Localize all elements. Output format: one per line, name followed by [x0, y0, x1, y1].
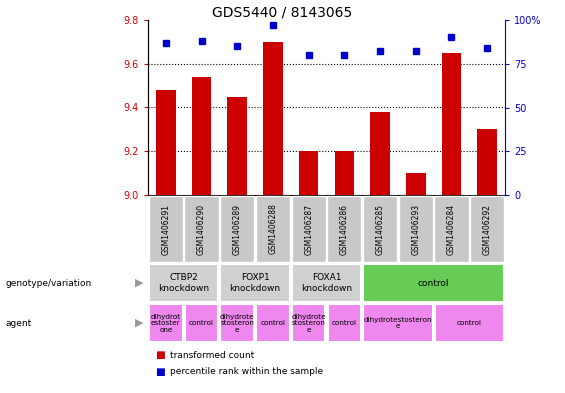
- Text: GSM1406291: GSM1406291: [162, 204, 171, 255]
- Text: FOXP1
knockdown: FOXP1 knockdown: [229, 273, 281, 293]
- Bar: [256, 304, 290, 342]
- Bar: [442, 53, 461, 195]
- Text: GSM1406286: GSM1406286: [340, 204, 349, 255]
- Bar: [299, 151, 319, 195]
- Text: ▶: ▶: [134, 278, 143, 288]
- Bar: [334, 151, 354, 195]
- Text: GSM1406285: GSM1406285: [376, 204, 385, 255]
- Text: ■: ■: [155, 350, 165, 360]
- Bar: [256, 196, 290, 262]
- Text: agent: agent: [5, 318, 31, 327]
- Bar: [292, 196, 326, 262]
- Text: FOXA1
knockdown: FOXA1 knockdown: [301, 273, 352, 293]
- Bar: [192, 77, 211, 195]
- Text: GSM1406287: GSM1406287: [304, 204, 313, 255]
- Bar: [363, 264, 504, 302]
- Text: ■: ■: [155, 367, 165, 377]
- Text: GDS5440 / 8143065: GDS5440 / 8143065: [212, 5, 353, 19]
- Bar: [184, 196, 219, 262]
- Text: transformed count: transformed count: [170, 351, 254, 360]
- Text: dihydrote
stosteron
e: dihydrote stosteron e: [220, 314, 255, 332]
- Bar: [470, 196, 505, 262]
- Bar: [292, 304, 325, 342]
- Bar: [220, 264, 290, 302]
- Bar: [220, 304, 254, 342]
- Bar: [149, 196, 183, 262]
- Text: GSM1406289: GSM1406289: [233, 204, 242, 255]
- Text: CTBP2
knockdown: CTBP2 knockdown: [158, 273, 209, 293]
- Bar: [477, 129, 497, 195]
- Bar: [434, 196, 468, 262]
- Bar: [185, 304, 218, 342]
- Text: dihydrotestosteron
e: dihydrotestosteron e: [364, 317, 432, 329]
- Bar: [370, 112, 390, 195]
- Text: GSM1406290: GSM1406290: [197, 204, 206, 255]
- Bar: [149, 264, 218, 302]
- Text: control: control: [457, 320, 482, 326]
- Bar: [292, 264, 361, 302]
- Bar: [263, 42, 282, 195]
- Bar: [149, 304, 182, 342]
- Text: ▶: ▶: [134, 318, 143, 328]
- Text: dihydrot
estoster
one: dihydrot estoster one: [151, 314, 181, 332]
- Text: control: control: [418, 279, 449, 288]
- Bar: [434, 304, 504, 342]
- Bar: [220, 196, 254, 262]
- Text: control: control: [332, 320, 357, 326]
- Bar: [363, 304, 433, 342]
- Text: control: control: [260, 320, 285, 326]
- Text: control: control: [189, 320, 214, 326]
- Text: GSM1406293: GSM1406293: [411, 204, 420, 255]
- Bar: [156, 90, 176, 195]
- Bar: [363, 196, 397, 262]
- Text: dihydrote
stosteron
e: dihydrote stosteron e: [292, 314, 326, 332]
- Bar: [327, 196, 362, 262]
- Bar: [228, 97, 247, 195]
- Text: GSM1406284: GSM1406284: [447, 204, 456, 255]
- Text: GSM1406292: GSM1406292: [483, 204, 492, 255]
- Bar: [328, 304, 361, 342]
- Text: percentile rank within the sample: percentile rank within the sample: [170, 367, 323, 376]
- Text: GSM1406288: GSM1406288: [268, 204, 277, 254]
- Bar: [406, 173, 425, 195]
- Text: genotype/variation: genotype/variation: [5, 279, 92, 288]
- Bar: [399, 196, 433, 262]
